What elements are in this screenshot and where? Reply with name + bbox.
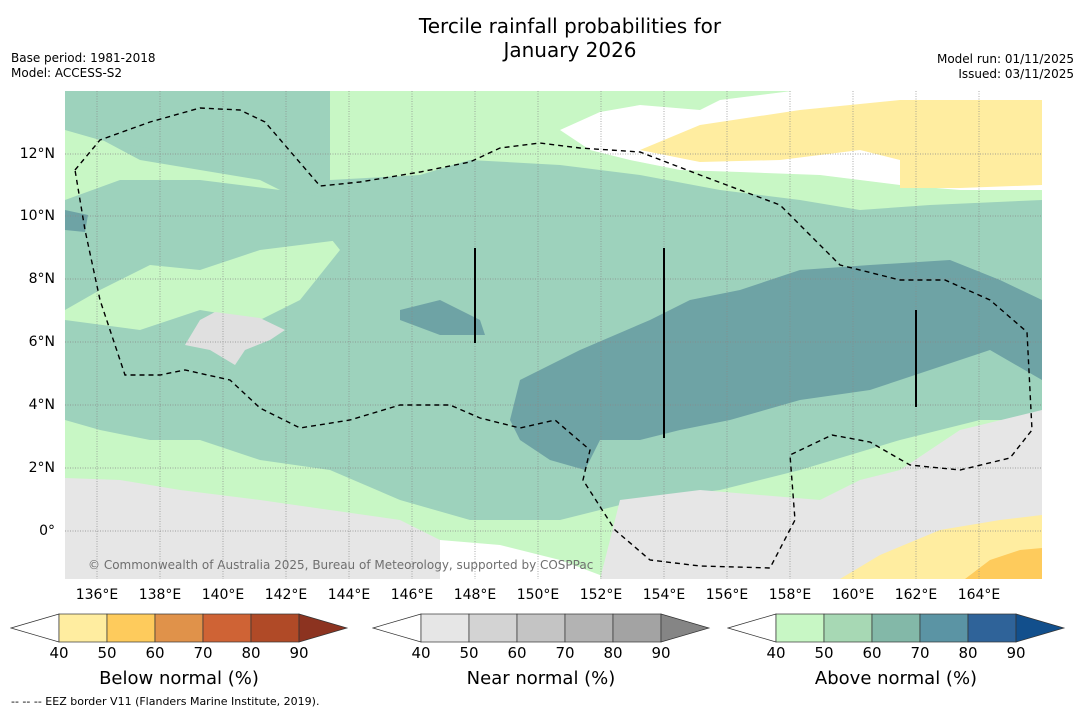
above-segment-70 [919, 613, 969, 643]
below-tick-90: 90 [289, 644, 309, 662]
lon-label-164e: 164°E [957, 587, 1001, 603]
near-segment-40 [420, 613, 470, 643]
near-normal-title: Near normal (%) [466, 668, 616, 689]
near-tick-60: 60 [507, 644, 527, 662]
island-chains [474, 248, 917, 438]
above-segment-over-90 [1015, 613, 1066, 643]
title-line-2: January 2026 [503, 38, 637, 62]
near-segment-over-90 [660, 613, 711, 643]
lon-label-140e: 140°E [201, 587, 245, 603]
lon-label-142e: 142°E [264, 587, 308, 603]
eez-border [74, 107, 1033, 569]
colorbar-below-segments [10, 613, 349, 643]
lat-label-8n: 8°N [28, 271, 55, 287]
near-segment-60 [516, 613, 566, 643]
below-tick-70: 70 [193, 644, 213, 662]
near-segment-under-40 [372, 613, 422, 643]
above-segment-50 [823, 613, 873, 643]
above-normal-title: Above normal (%) [814, 668, 978, 689]
map-fill-layer [65, 91, 1042, 579]
lon-label-138e: 138°E [138, 587, 182, 603]
above-tick-50: 50 [814, 644, 834, 662]
near-normal-south-west [65, 478, 460, 579]
below-tick-40: 40 [49, 644, 69, 662]
above-tick-90: 90 [1006, 644, 1026, 662]
white-region-bottom [440, 540, 600, 579]
below-segment-60 [154, 613, 204, 643]
above-70-core-west [400, 300, 485, 335]
above-segment-60 [871, 613, 921, 643]
lon-label-152e: 152°E [579, 587, 623, 603]
lon-label-146e: 146°E [390, 587, 434, 603]
above-segment-80 [967, 613, 1017, 643]
title-line-1: Tercile rainfall probabilities for [418, 14, 722, 38]
lat-label-10n: 10°N [19, 208, 55, 224]
lon-label-156e: 156°E [705, 587, 749, 603]
below-normal-title: Below normal (%) [99, 668, 259, 689]
above-70-core-east [510, 260, 1042, 470]
below-segment-50 [106, 613, 156, 643]
near-segment-50 [468, 613, 518, 643]
lat-label-2n: 2°N [28, 460, 55, 476]
above-segment-40 [775, 613, 825, 643]
below-tick-50: 50 [97, 644, 117, 662]
below-tick-80: 80 [241, 644, 261, 662]
above-segment-under-40 [727, 613, 777, 643]
below-segment-40 [58, 613, 108, 643]
lon-label-158e: 158°E [768, 587, 812, 603]
near-tick-70: 70 [555, 644, 575, 662]
near-segment-80 [612, 613, 662, 643]
lon-label-154e: 154°E [642, 587, 686, 603]
issued-date: Issued: 03/11/2025 [958, 67, 1074, 81]
model-info: Base period: 1981-2018 Model: ACCESS-S2 [11, 51, 156, 81]
lon-label-160e: 160°E [831, 587, 875, 603]
below-tick-60: 60 [145, 644, 165, 662]
model-run-date: Model run: 01/11/2025 [936, 52, 1074, 66]
colorbar-above-normal [727, 613, 1066, 643]
near-tick-50: 50 [459, 644, 479, 662]
near-tick-80: 80 [603, 644, 623, 662]
near-normal-patch [185, 312, 285, 365]
graticule [65, 91, 1042, 579]
run-info: Model run: 01/11/2025 Issued: 03/11/2025 [937, 52, 1074, 82]
below-segment-80 [250, 613, 300, 643]
base-period: Base period: 1981-2018 [11, 51, 156, 65]
near-tick-40: 40 [411, 644, 431, 662]
lat-label-0: 0° [39, 523, 55, 539]
lon-label-162e: 162°E [894, 587, 938, 603]
below-segment-over-90 [298, 613, 349, 643]
colorbar-above-segments [727, 613, 1066, 643]
above-tick-70: 70 [910, 644, 930, 662]
near-segment-70 [564, 613, 614, 643]
lat-label-6n: 6°N [28, 334, 55, 350]
eez-footnote: -- -- -- EEZ border V11 (Flanders Marine… [11, 695, 320, 708]
colorbar-near-normal [372, 613, 711, 643]
lon-label-150e: 150°E [516, 587, 560, 603]
lon-label-148e: 148°E [453, 587, 497, 603]
below-segment-under-40 [10, 613, 60, 643]
lat-label-4n: 4°N [28, 397, 55, 413]
below-segment-70 [202, 613, 252, 643]
left-mid-region [65, 180, 340, 310]
below-60-bottom-right [965, 548, 1042, 579]
colorbar-near-segments [372, 613, 711, 643]
map-title: Tercile rainfall probabilities for Janua… [0, 14, 1085, 62]
lon-label-144e: 144°E [327, 587, 371, 603]
model-name: Model: ACCESS-S2 [11, 66, 123, 80]
top-left-mid-region [65, 91, 330, 180]
near-tick-90: 90 [651, 644, 671, 662]
above-tick-40: 40 [766, 644, 786, 662]
lon-label-136e: 136°E [75, 587, 119, 603]
below-50-top-right [640, 100, 1042, 188]
colorbar-below-normal [10, 613, 349, 643]
above-tick-80: 80 [958, 644, 978, 662]
above-tick-60: 60 [862, 644, 882, 662]
lat-label-12n: 12°N [19, 146, 55, 162]
copyright-notice: © Commonwealth of Australia 2025, Bureau… [88, 558, 594, 572]
